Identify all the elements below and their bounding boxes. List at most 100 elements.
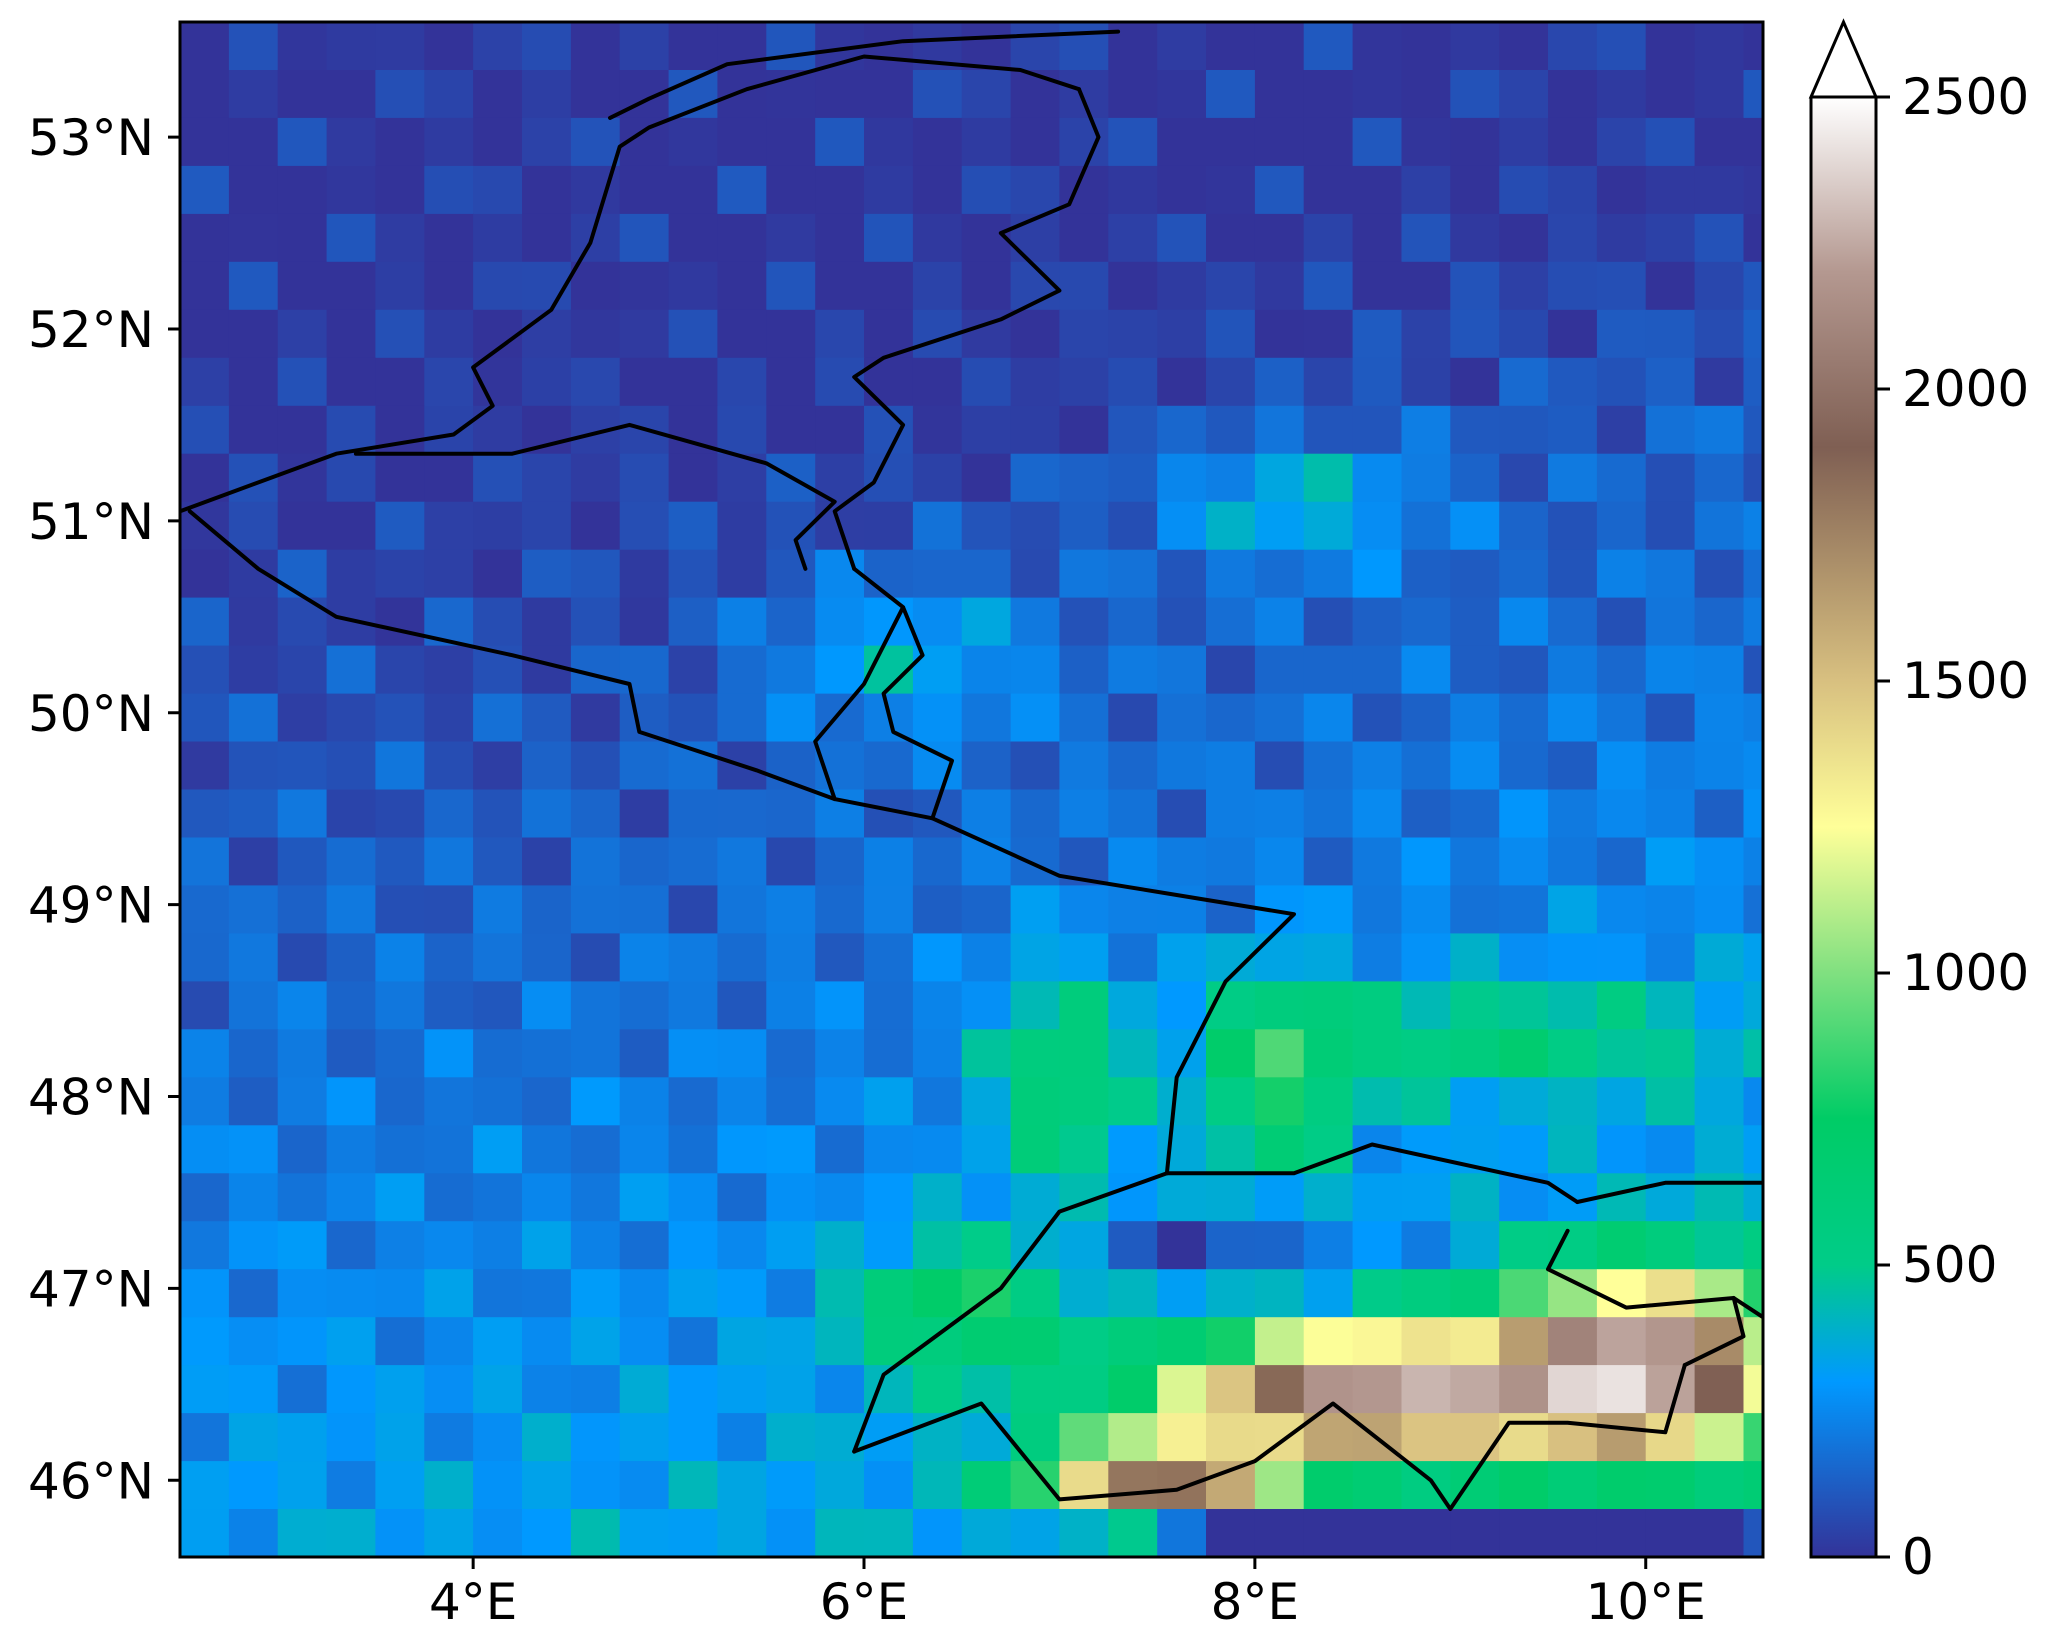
- raster-cell: [1450, 933, 1500, 982]
- raster-cell: [619, 1077, 670, 1126]
- raster-cell: [1548, 933, 1598, 982]
- raster-cell: [1157, 117, 1207, 167]
- raster-cell: [1596, 645, 1647, 695]
- raster-cell: [326, 309, 377, 359]
- raster-cell: [326, 1317, 377, 1366]
- raster-cell: [522, 645, 572, 695]
- raster-cell: [570, 549, 621, 599]
- raster-cell: [1548, 693, 1598, 743]
- raster-cell: [1059, 789, 1109, 839]
- raster-cell: [1499, 165, 1549, 215]
- raster-cell: [962, 1557, 1012, 1606]
- raster-cell: [277, 22, 328, 71]
- raster-cell: [522, 789, 572, 839]
- raster-cell: [1401, 885, 1451, 934]
- raster-cell: [522, 22, 572, 71]
- raster-cell: [1303, 597, 1354, 647]
- raster-cell: [619, 597, 670, 647]
- raster-cell: [1450, 885, 1500, 934]
- raster-cell: [473, 933, 523, 982]
- raster-cell: [1645, 1509, 1696, 1557]
- raster-cell: [1108, 885, 1158, 934]
- raster-cell: [619, 1029, 670, 1078]
- raster-cell: [1206, 597, 1256, 647]
- raster-cell: [717, 1317, 767, 1366]
- raster-cell: [1694, 1413, 1745, 1462]
- raster-cell: [424, 70, 474, 119]
- raster-cell: [1450, 213, 1500, 263]
- raster-cell: [1596, 1509, 1647, 1557]
- raster-cell: [326, 885, 377, 934]
- raster-cell: [1548, 1029, 1598, 1078]
- raster-cell: [473, 741, 523, 791]
- raster-cell: [570, 70, 621, 119]
- country-borders: [180, 29, 1763, 1511]
- raster-cell: [1645, 501, 1696, 551]
- raster-cell: [1499, 837, 1549, 887]
- raster-cell: [1645, 549, 1696, 599]
- colorbar: 2500 2000 1500 1000 500 0: [1808, 18, 2029, 1586]
- colorbar-tick-label: 500: [1902, 1236, 1997, 1294]
- raster-cell: [864, 117, 914, 167]
- raster-cell: [766, 1029, 816, 1078]
- raster-cell: [1303, 645, 1354, 695]
- raster-cell: [473, 549, 523, 599]
- raster-cell: [864, 1461, 914, 1510]
- raster-cell: [424, 357, 474, 407]
- raster-cell: [1010, 165, 1061, 215]
- raster-cell: [1059, 261, 1109, 311]
- raster-cell: [228, 1221, 279, 1270]
- raster-cell: [1352, 1029, 1403, 1078]
- raster-cell: [1157, 22, 1207, 71]
- raster-cell: [473, 1509, 523, 1557]
- raster-cell: [717, 117, 767, 167]
- raster-cell: [668, 645, 719, 695]
- raster-cell: [961, 1461, 1012, 1510]
- raster-cell: [912, 117, 963, 167]
- raster-cell: [912, 885, 963, 934]
- raster-cell: [619, 1413, 670, 1462]
- raster-cell: [1450, 1461, 1500, 1510]
- raster-cell: [1108, 1509, 1158, 1557]
- raster-cell: [668, 693, 719, 743]
- raster-cell: [326, 1269, 377, 1318]
- raster-cell: [815, 645, 865, 695]
- raster-cell: [277, 1221, 328, 1270]
- raster-cell: [1157, 70, 1207, 119]
- raster-cell: [1303, 405, 1354, 455]
- colorbar-extend-max: [1808, 18, 1879, 99]
- raster-cell: [1059, 213, 1109, 263]
- raster-cell: [1108, 549, 1158, 599]
- raster-cell: [326, 261, 377, 311]
- raster-cell: [669, 1557, 719, 1606]
- raster-cell: [961, 453, 1012, 503]
- raster-cell: [766, 1221, 816, 1270]
- raster-cell: [522, 549, 572, 599]
- raster-cell: [1743, 597, 1763, 647]
- raster-cell: [1596, 1413, 1647, 1462]
- raster-cell: [277, 789, 328, 839]
- raster-cell: [1499, 1029, 1549, 1078]
- raster-cell: [1596, 1461, 1647, 1510]
- raster-cell: [180, 741, 230, 791]
- raster-cell: [1303, 1317, 1354, 1366]
- raster-cell: [570, 1269, 621, 1318]
- raster-cell: [1694, 1173, 1745, 1222]
- raster-cell: [1694, 933, 1745, 982]
- raster-cell: [815, 789, 865, 839]
- raster-cell: [717, 213, 767, 263]
- raster-cell: [717, 70, 767, 119]
- raster-cell: [1743, 357, 1763, 407]
- raster-cell: [1596, 117, 1647, 167]
- raster-cell: [180, 1269, 230, 1318]
- raster-cell: [570, 1221, 621, 1270]
- raster-cell: [815, 837, 865, 887]
- raster-cell: [961, 1077, 1012, 1126]
- raster-cell: [1401, 1365, 1451, 1414]
- raster-cell: [180, 1509, 230, 1557]
- raster-cell: [277, 1461, 328, 1510]
- raster-cell: [327, 1557, 377, 1606]
- raster-cell: [668, 213, 719, 263]
- raster-cell: [717, 885, 767, 934]
- raster-cell: [1596, 837, 1647, 887]
